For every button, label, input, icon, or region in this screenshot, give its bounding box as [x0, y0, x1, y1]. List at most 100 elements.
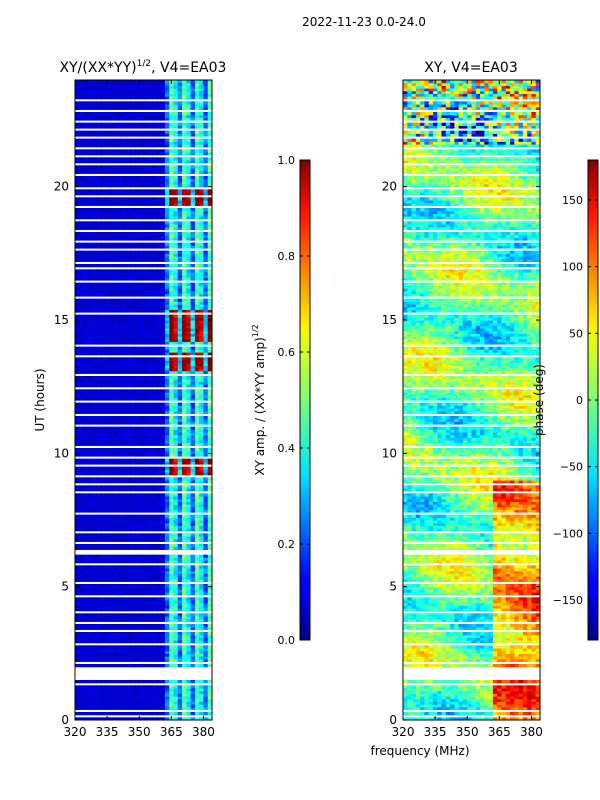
left-heatmap-cell: [113, 224, 119, 228]
left-heatmap-cell: [177, 360, 183, 364]
left-heatmap-cell: [83, 197, 89, 201]
left-heatmap-cell: [104, 536, 110, 540]
left-heatmap-cell: [203, 293, 209, 297]
left-heatmap-cell: [134, 184, 140, 188]
left-heatmap-cell: [113, 565, 119, 569]
left-heatmap-cell: [152, 570, 157, 574]
left-heatmap-cell: [203, 226, 209, 230]
left-heatmap-cell: [156, 448, 162, 452]
left-heatmap-cell: [143, 341, 149, 345]
left-heatmap-cell: [134, 197, 140, 201]
left-heatmap-cell: [173, 405, 179, 409]
left-heatmap-cell: [104, 320, 110, 324]
left-heatmap-cell: [79, 618, 85, 622]
left-heatmap-cell: [122, 202, 127, 206]
left-heatmap-cell: [160, 600, 166, 604]
left-heatmap-cell: [160, 568, 166, 572]
left-heatmap-cell: [134, 192, 140, 196]
left-heatmap-cell: [92, 421, 98, 425]
left-heatmap-cell: [182, 405, 187, 409]
left-heatmap-cell: [203, 405, 209, 409]
left-heatmap-cell: [143, 597, 149, 601]
left-heatmap-cell: [109, 517, 115, 521]
left-heatmap-cell: [152, 568, 157, 572]
left-heatmap-cell: [96, 653, 102, 657]
left-heatmap-cell: [207, 485, 212, 489]
left-heatmap-cell: [207, 192, 212, 196]
left-heatmap-cell: [152, 429, 157, 433]
left-heatmap-cell: [79, 408, 85, 412]
left-heatmap-cell: [130, 216, 136, 220]
left-heatmap-cell: [194, 402, 200, 406]
left-heatmap-cell: [139, 608, 145, 612]
left-heatmap-cell: [122, 704, 127, 708]
left-heatmap-cell: [177, 701, 183, 705]
left-heatmap-cell: [109, 434, 115, 438]
left-heatmap-cell: [152, 197, 157, 201]
left-heatmap-cell: [109, 274, 115, 278]
left-heatmap-cell: [100, 578, 106, 582]
left-heatmap-cell: [139, 712, 145, 716]
left-heatmap-cell: [100, 378, 106, 382]
left-heatmap-cell: [96, 370, 102, 374]
left-heatmap-cell: [130, 381, 136, 385]
left-heatmap-cell: [203, 213, 209, 217]
left-heatmap-cell: [169, 626, 175, 630]
left-heatmap-cell: [143, 181, 149, 185]
left-heatmap-cell: [139, 525, 145, 529]
left-heatmap-cell: [109, 493, 115, 497]
left-heatmap-cell: [109, 368, 115, 372]
left-heatmap-cell: [122, 410, 127, 414]
left-heatmap-cell: [199, 293, 205, 297]
left-heatmap-cell: [207, 461, 212, 465]
left-heatmap-cell: [134, 544, 140, 548]
left-heatmap-cell: [156, 440, 162, 444]
left-heatmap-cell: [117, 522, 123, 526]
left-heatmap-cell: [156, 274, 162, 278]
left-heatmap-cell: [207, 626, 212, 630]
left-heatmap-cell: [199, 416, 205, 420]
left-heatmap-cell: [130, 389, 136, 393]
left-heatmap-cell: [75, 488, 80, 492]
left-heatmap-cell: [143, 328, 149, 332]
left-heatmap-cell: [109, 250, 115, 254]
left-heatmap-cell: [194, 440, 200, 444]
left-heatmap-cell: [122, 712, 127, 716]
left-heatmap-cell: [173, 717, 179, 720]
left-heatmap-cell: [83, 704, 89, 708]
left-heatmap-cell: [83, 557, 89, 561]
left-heatmap-cell: [207, 309, 212, 313]
left-heatmap-cell: [173, 586, 179, 590]
left-heatmap-cell: [190, 352, 196, 356]
left-heatmap-cell: [160, 608, 166, 612]
left-heatmap-cell: [122, 602, 127, 606]
left-heatmap-cell: [199, 488, 205, 492]
left-heatmap-cell: [109, 616, 115, 620]
left-heatmap-cell: [109, 181, 115, 185]
left-heatmap-cell: [75, 365, 80, 369]
left-heatmap-cell: [156, 696, 162, 700]
left-heatmap-cell: [147, 360, 153, 364]
left-heatmap-cell: [164, 517, 170, 521]
left-heatmap-cell: [79, 370, 85, 374]
left-heatmap-cell: [152, 584, 157, 588]
left-heatmap-cell: [113, 525, 119, 529]
left-heatmap-cell: [190, 466, 196, 470]
left-heatmap-cell: [156, 493, 162, 497]
left-heatmap-cell: [190, 349, 196, 353]
left-heatmap-cell: [83, 202, 89, 206]
left-heatmap-cell: [130, 314, 136, 318]
left-heatmap-cell: [134, 450, 140, 454]
left-heatmap-cell: [134, 394, 140, 398]
left-heatmap-cell: [182, 536, 187, 540]
left-heatmap-cell: [194, 616, 200, 620]
left-heatmap-cell: [113, 245, 119, 249]
left-heatmap-cell: [109, 504, 115, 508]
left-heatmap-cell: [169, 408, 175, 412]
left-heatmap-cell: [194, 517, 200, 521]
left-heatmap-cell: [186, 653, 192, 657]
left-heatmap-cell: [96, 546, 102, 550]
left-heatmap-cell: [113, 184, 119, 188]
left-heatmap-cell: [134, 626, 140, 630]
left-heatmap-cell: [194, 704, 200, 708]
